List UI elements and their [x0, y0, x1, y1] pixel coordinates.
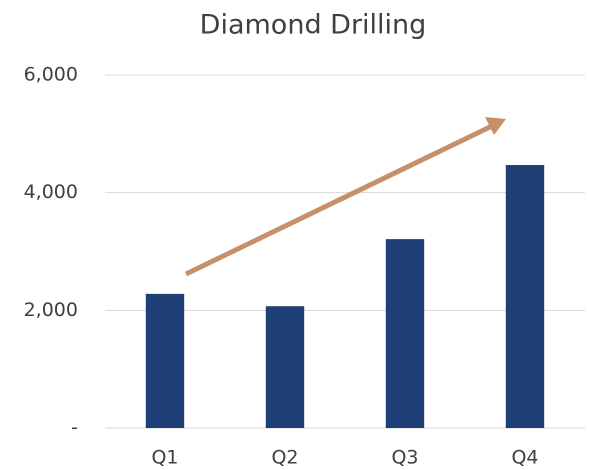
bar	[505, 165, 545, 428]
bar	[145, 293, 185, 428]
x-tick-label: Q4	[511, 447, 538, 469]
y-tick-label: 2,000	[24, 299, 78, 321]
x-tick-label: Q3	[391, 447, 418, 469]
labels: - 2,000 4,000 6,000 Q1 Q2 Q3 Q4	[24, 64, 539, 469]
chart-title: Diamond Drilling	[200, 10, 427, 41]
y-tick-label: -	[71, 417, 78, 439]
x-tick-label: Q1	[151, 447, 178, 469]
trend-arrow	[184, 117, 506, 277]
bar	[265, 306, 305, 428]
arrow-shaft	[184, 123, 494, 277]
grid	[105, 74, 585, 429]
x-tick-label: Q2	[271, 447, 298, 469]
y-tick-label: 4,000	[24, 181, 78, 203]
arrow-head	[485, 117, 506, 135]
bar	[385, 239, 425, 428]
bars	[145, 165, 545, 428]
y-tick-label: 6,000	[24, 64, 78, 86]
